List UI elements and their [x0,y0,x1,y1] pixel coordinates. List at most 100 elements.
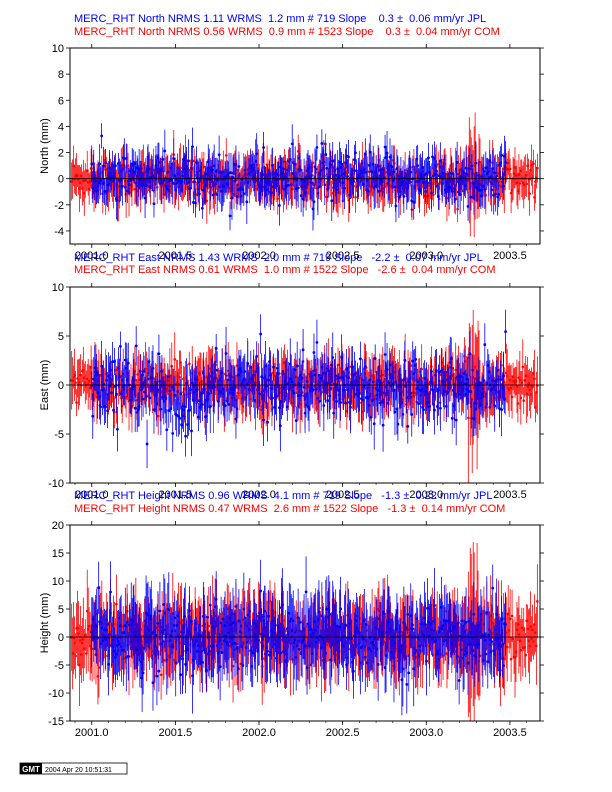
jpl-point [414,358,418,361]
jpl-point [278,424,282,428]
jpl-point [106,409,109,413]
jpl-point [363,365,367,369]
com-point [519,396,523,400]
jpl-point [171,181,175,185]
jpl-point [266,420,269,424]
jpl-point [111,163,114,167]
jpl-point [373,357,377,360]
jpl-point [298,168,302,171]
jpl-point [90,162,94,166]
jpl-point [189,388,192,391]
com-point [478,160,482,164]
jpl-point [481,395,485,398]
jpl-point [270,191,273,195]
jpl-point [453,392,457,396]
y-tick-label: -5 [54,429,64,441]
jpl-point [267,378,270,382]
com-point [384,171,387,174]
jpl-point [405,396,409,399]
jpl-point [223,404,227,407]
com-point [75,401,78,404]
com-point [508,617,512,621]
y-tick-label: 10 [52,282,64,294]
jpl-point [108,633,111,636]
jpl-point [141,671,145,675]
jpl-point [482,378,486,382]
jpl-point [275,394,278,398]
jpl-point [211,193,215,197]
jpl-point [485,381,489,385]
jpl-point [281,167,285,171]
x-tick-label: 2003.5 [493,250,527,262]
jpl-point [246,362,250,365]
jpl-point [343,186,346,190]
header-height-jpl: MERC_RHT Height NRMS 0.96 WRMS 4.1 mm # … [74,490,492,502]
x-tick-label: 2002.0 [242,250,276,262]
jpl-point [322,160,326,164]
plot-frame [69,47,541,245]
y-tick-label: 10 [52,43,64,55]
jpl-point [126,654,130,658]
jpl-point [484,405,488,409]
jpl-point [134,181,138,185]
jpl-point [329,387,333,390]
jpl-point [190,166,193,170]
jpl-point [331,356,335,359]
jpl-point [335,188,339,192]
com-point [510,614,514,618]
jpl-point [493,171,497,175]
com-point [409,364,413,367]
jpl-point [437,371,441,374]
com-point [522,399,526,402]
jpl-point [301,348,305,352]
com-point [74,654,77,658]
jpl-point [322,404,326,407]
jpl-point [330,199,334,203]
jpl-point [155,674,159,678]
jpl-point [271,396,274,400]
jpl-point [157,161,161,164]
jpl-point [262,418,265,422]
jpl-point [401,413,405,416]
jpl-point [454,418,458,422]
jpl-point [268,171,271,175]
y-tick-label: -10 [48,478,64,490]
jpl-point [147,167,151,171]
x-tick-label: 2001.0 [75,489,109,501]
jpl-point [144,184,148,188]
com-point [178,375,181,379]
jpl-point [435,169,438,173]
jpl-point [503,398,506,401]
com-point [508,167,512,171]
jpl-point [108,384,111,388]
jpl-point [371,162,375,166]
jpl-point [113,360,116,363]
jpl-point [151,174,155,177]
jpl-point [158,379,162,383]
jpl-point [163,149,167,153]
jpl-point [494,192,498,196]
jpl-point [168,389,172,393]
jpl-point [470,164,474,168]
jpl-point [137,405,141,409]
jpl-point [499,378,503,381]
jpl-point [357,391,361,395]
panels: MERC_RHT North NRMS 1.11 WRMS 1.2 mm # 7… [39,13,544,739]
jpl-point [406,424,410,428]
jpl-point [244,176,248,180]
com-point [393,162,396,165]
com-point [74,381,77,384]
jpl-point [162,179,166,183]
y-tick-label: -4 [54,226,64,238]
jpl-point [355,169,358,173]
jpl-point [471,368,475,372]
jpl-point [293,368,297,372]
jpl-point [339,401,343,404]
com-point [533,377,536,381]
jpl-point [438,406,442,410]
jpl-point [271,164,274,167]
jpl-point [173,393,177,397]
jpl-point [178,635,182,638]
jpl-point [410,413,414,416]
jpl-point [468,352,472,356]
